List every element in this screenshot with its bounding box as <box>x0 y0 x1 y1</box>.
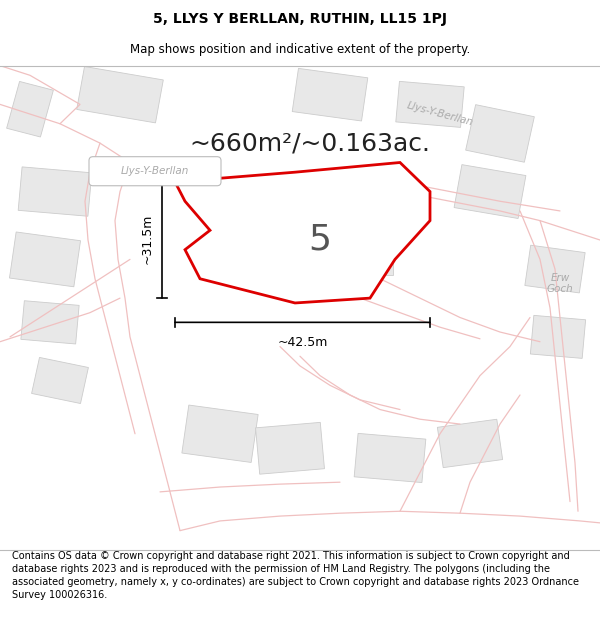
Text: ~660m²/~0.163ac.: ~660m²/~0.163ac. <box>190 131 431 155</box>
Bar <box>256 422 325 474</box>
Bar <box>354 433 426 482</box>
Text: 5, LLYS Y BERLLAN, RUTHIN, LL15 1PJ: 5, LLYS Y BERLLAN, RUTHIN, LL15 1PJ <box>153 12 447 26</box>
Text: ~31.5m: ~31.5m <box>141 214 154 264</box>
Bar <box>530 316 586 358</box>
Bar <box>77 66 163 123</box>
Bar <box>328 224 392 275</box>
Text: Llys-Y-Berllan: Llys-Y-Berllan <box>121 166 189 176</box>
Bar <box>182 405 258 462</box>
Text: Llys-Y-Berllan: Llys-Y-Berllan <box>406 101 475 127</box>
Bar <box>437 419 503 468</box>
Text: ~42.5m: ~42.5m <box>277 336 328 349</box>
Bar <box>396 81 464 127</box>
Bar <box>525 245 585 293</box>
Text: Erw
Goch: Erw Goch <box>547 272 574 294</box>
Bar <box>32 357 88 404</box>
Bar <box>18 167 92 216</box>
Bar <box>292 68 368 121</box>
FancyBboxPatch shape <box>89 157 221 186</box>
Polygon shape <box>175 162 430 303</box>
Bar <box>466 104 535 162</box>
Text: Contains OS data © Crown copyright and database right 2021. This information is : Contains OS data © Crown copyright and d… <box>12 551 579 601</box>
Bar <box>21 301 79 344</box>
Bar <box>243 201 317 260</box>
Bar <box>10 232 80 287</box>
Text: 5: 5 <box>308 223 331 257</box>
Text: Map shows position and indicative extent of the property.: Map shows position and indicative extent… <box>130 44 470 56</box>
Bar <box>454 164 526 219</box>
Bar <box>7 81 53 137</box>
